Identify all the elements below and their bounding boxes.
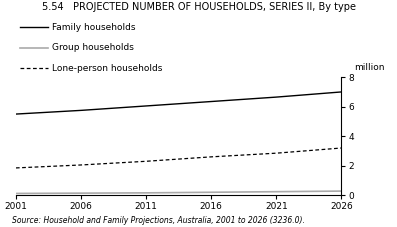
Text: Family households: Family households [52, 23, 135, 32]
Text: 5.54   PROJECTED NUMBER OF HOUSEHOLDS, SERIES II, By type: 5.54 PROJECTED NUMBER OF HOUSEHOLDS, SER… [42, 2, 355, 12]
Text: Lone-person households: Lone-person households [52, 64, 162, 73]
Text: million: million [355, 62, 385, 72]
Text: Source: Household and Family Projections, Australia, 2001 to 2026 (3236.0).: Source: Household and Family Projections… [12, 216, 305, 225]
Text: Group households: Group households [52, 43, 133, 52]
